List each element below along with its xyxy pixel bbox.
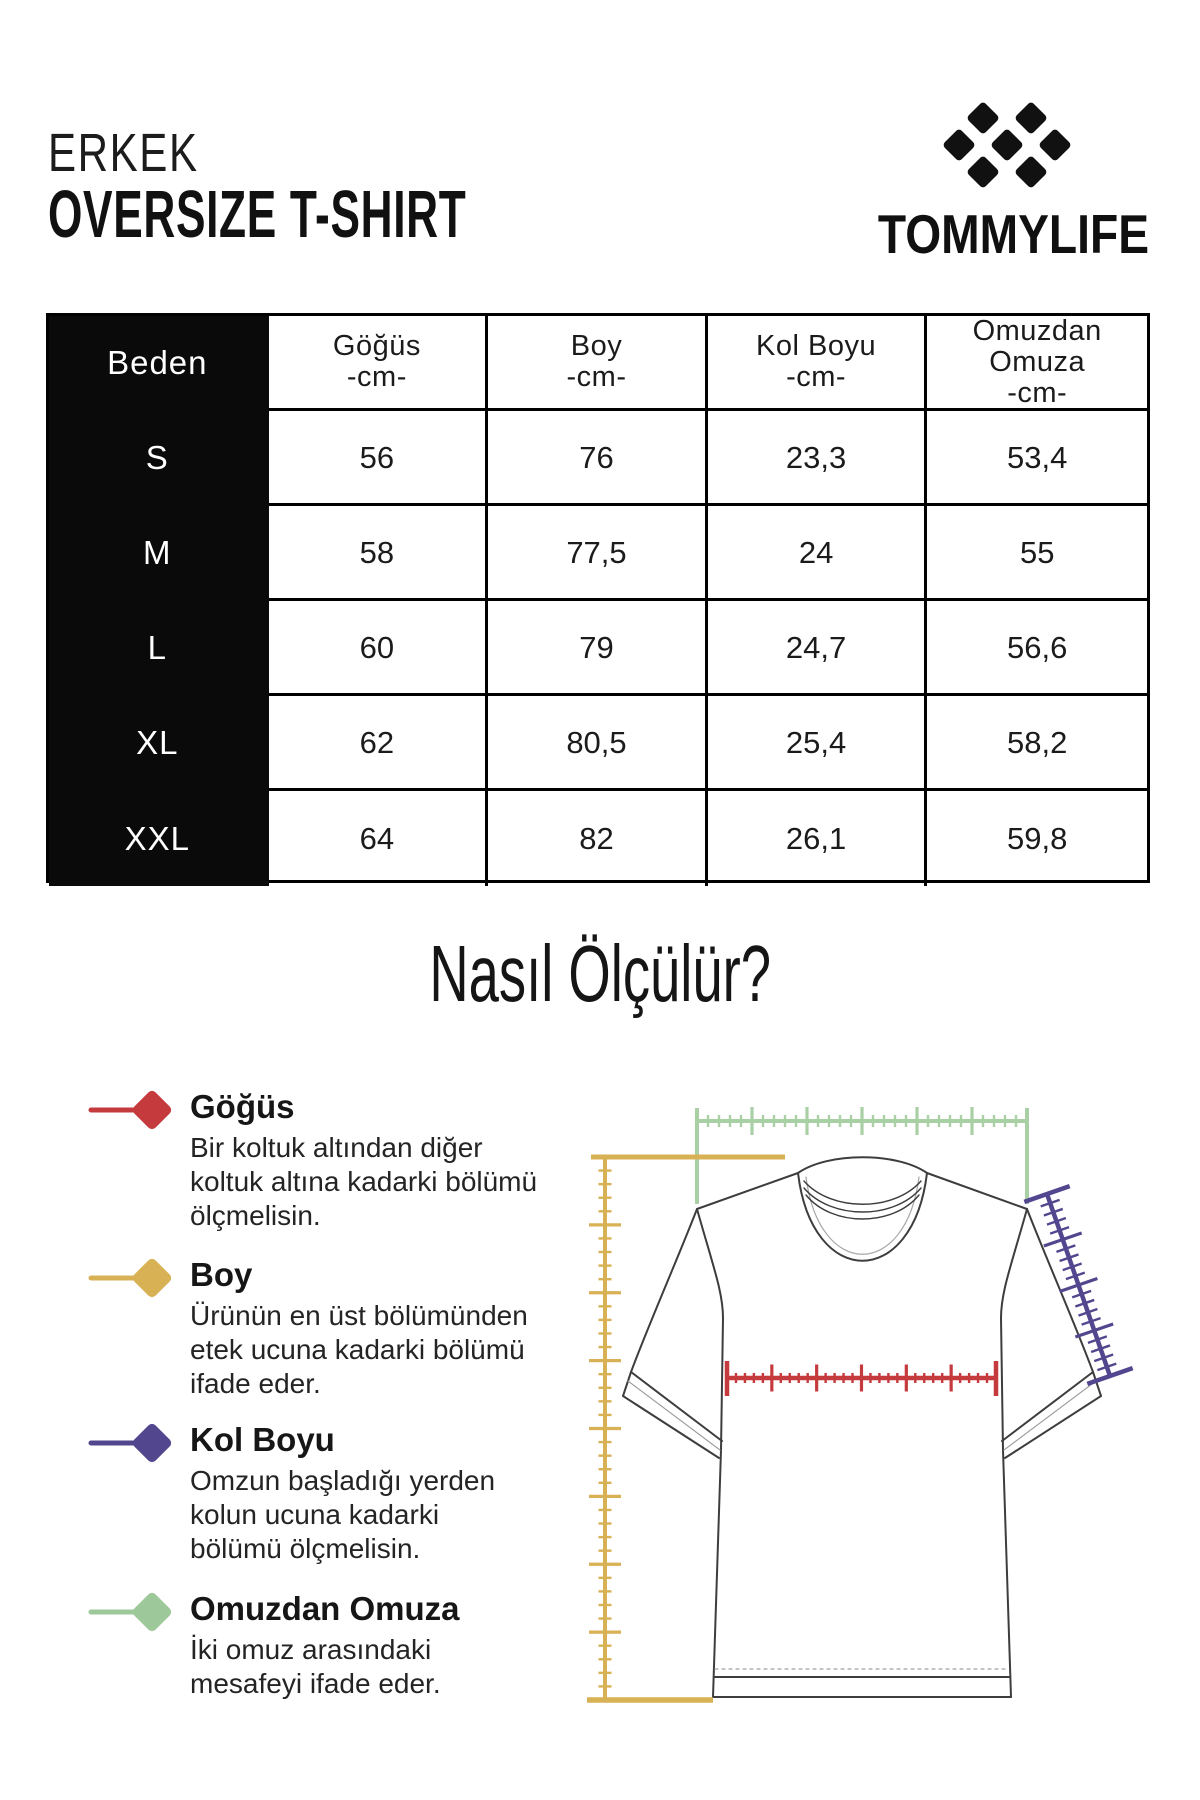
table-cell: 55 xyxy=(927,506,1147,601)
table-cell: 79 xyxy=(488,601,708,696)
brand-name: TOMMYLIFE xyxy=(877,203,1150,265)
legend-title: Boy xyxy=(190,1256,253,1293)
table-cell: 58 xyxy=(268,506,489,601)
howto-section-title: Nasıl Ölçülür? xyxy=(429,929,771,1018)
table-cell: 56 xyxy=(268,411,489,506)
legend-diamond-icon xyxy=(88,1258,172,1298)
category-title: ERKEK xyxy=(48,123,199,183)
table-cell: 23,3 xyxy=(707,411,928,506)
table-cell: 25,4 xyxy=(707,696,928,791)
table-cell: 26,1 xyxy=(708,791,928,886)
table-row-size: L xyxy=(49,601,269,696)
table-col-header: Kol Boyu -cm- xyxy=(707,316,928,411)
chest-ruler xyxy=(724,1361,999,1396)
table-cell: 53,4 xyxy=(927,411,1147,506)
legend-desc: İki omuz arasındaki mesafeyi ifade eder. xyxy=(190,1634,441,1699)
table-col-header: Göğüs -cm- xyxy=(268,316,489,411)
tommylife-logo-icon xyxy=(943,102,1071,188)
table-cell: 24,7 xyxy=(707,601,928,696)
legend-diamond-icon xyxy=(88,1090,172,1130)
table-cell: 64 xyxy=(269,791,489,886)
brand-block: TOMMYLIFE xyxy=(852,96,1162,266)
legend-desc: Omzun başladığı yerden kolun ucuna kadar… xyxy=(190,1465,496,1564)
table-cell: 58,2 xyxy=(927,696,1147,791)
table-cell: 56,6 xyxy=(927,601,1147,696)
table-col-header: Omuzdan Omuza -cm- xyxy=(927,315,1147,411)
legend-title: Göğüs xyxy=(190,1088,295,1125)
product-title: OVERSIZE T-SHIRT xyxy=(48,177,467,252)
size-table: Beden Göğüs -cm- Boy -cm- Kol Boyu -cm- Omuz… xyxy=(46,313,1150,886)
tshirt-measure-diagram xyxy=(587,1107,1134,1703)
table-cell: 76 xyxy=(488,411,708,506)
table-corner-label: Beden xyxy=(49,316,269,411)
legend-title: Omuzdan Omuza xyxy=(190,1590,460,1627)
legend-item: Göğüs Bir koltuk altından diğer koltuk al… xyxy=(88,1078,537,1233)
table-cell: 59,8 xyxy=(1007,821,1068,856)
tshirt-outline xyxy=(622,1156,1102,1698)
table-cell: 77,5 xyxy=(488,506,708,601)
legend-diamond-icon xyxy=(88,1423,172,1463)
table-row-size: XXL xyxy=(49,791,269,886)
table-cell: 80,5 xyxy=(488,696,708,791)
table-cell: 82 xyxy=(488,791,708,886)
table-row-size: S xyxy=(49,411,269,506)
table-cell: 62 xyxy=(268,696,489,791)
table-cell: 24 xyxy=(707,506,928,601)
sleeve-ruler xyxy=(1023,1184,1134,1386)
table-row-size: XL xyxy=(49,696,269,791)
table-cell: 60 xyxy=(268,601,489,696)
table-row-size: M xyxy=(49,506,269,601)
legend-item: Boy Ürünün en üst bölümünden etek ucuna k… xyxy=(88,1246,528,1401)
length-ruler xyxy=(587,1154,785,1703)
legend-desc: Ürünün en üst bölümünden etek ucuna kada… xyxy=(190,1300,528,1399)
table-col-header: Boy -cm- xyxy=(488,316,708,411)
legend-item: Kol Boyu Omzun başladığı yerden kolun ucu… xyxy=(88,1411,495,1566)
legend-title: Kol Boyu xyxy=(190,1421,335,1458)
legend-item: Omuzdan Omuza İki omuz arasındaki mesafey… xyxy=(88,1580,460,1701)
legend-diamond-icon xyxy=(88,1592,172,1632)
legend-desc: Bir koltuk altından diğer koltuk altına … xyxy=(190,1132,538,1231)
